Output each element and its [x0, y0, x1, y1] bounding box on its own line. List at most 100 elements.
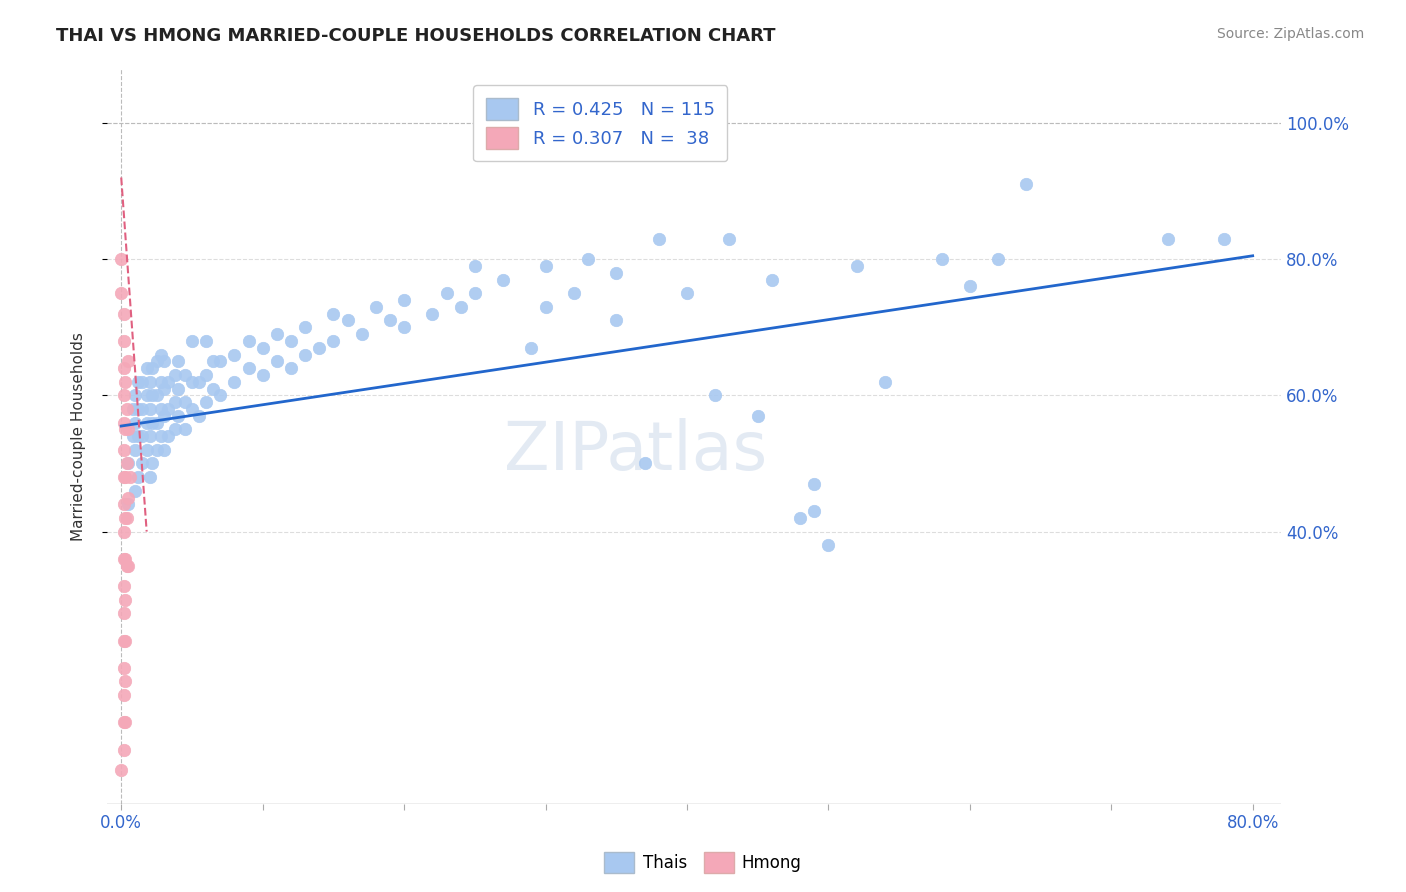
Point — [124, 388, 146, 402]
Point — [112, 579, 135, 593]
Point — [110, 286, 132, 301]
Point — [114, 715, 136, 730]
Point — [364, 300, 387, 314]
Point — [112, 388, 135, 402]
Point — [112, 524, 135, 539]
Point — [803, 504, 825, 518]
Legend: R = 0.425   N = 115, R = 0.307   N =  38: R = 0.425 N = 115, R = 0.307 N = 38 — [472, 85, 727, 161]
Point — [350, 327, 373, 342]
Point — [959, 279, 981, 293]
Point — [114, 470, 136, 484]
Point — [280, 361, 302, 376]
Point — [152, 382, 174, 396]
Point — [112, 661, 135, 675]
Point — [747, 409, 769, 423]
Point — [392, 320, 415, 334]
Point — [114, 633, 136, 648]
Point — [294, 320, 316, 334]
Point — [114, 375, 136, 389]
Point — [676, 286, 699, 301]
Point — [450, 300, 472, 314]
Point — [115, 511, 138, 525]
Point — [280, 334, 302, 348]
Text: ZIPatlas: ZIPatlas — [503, 418, 766, 484]
Point — [117, 422, 139, 436]
Point — [145, 416, 167, 430]
Point — [112, 715, 135, 730]
Point — [156, 429, 179, 443]
Point — [127, 470, 149, 484]
Point — [181, 375, 204, 389]
Point — [761, 272, 783, 286]
Point — [118, 470, 141, 484]
Point — [704, 388, 727, 402]
Point — [605, 266, 627, 280]
Point — [145, 442, 167, 457]
Point — [252, 341, 274, 355]
Point — [138, 402, 160, 417]
Point — [1157, 232, 1180, 246]
Point — [114, 551, 136, 566]
Point — [117, 457, 139, 471]
Point — [789, 511, 811, 525]
Point — [152, 354, 174, 368]
Point — [188, 375, 211, 389]
Point — [121, 429, 143, 443]
Text: Source: ZipAtlas.com: Source: ZipAtlas.com — [1216, 27, 1364, 41]
Point — [149, 429, 172, 443]
Point — [1015, 178, 1038, 192]
Point — [124, 416, 146, 430]
Point — [173, 422, 195, 436]
Point — [152, 442, 174, 457]
Point — [166, 382, 188, 396]
Point — [110, 252, 132, 267]
Point — [322, 334, 344, 348]
Point — [266, 327, 288, 342]
Point — [112, 607, 135, 621]
Point — [224, 347, 246, 361]
Point — [209, 388, 232, 402]
Point — [141, 361, 163, 376]
Point — [135, 361, 157, 376]
Point — [238, 334, 260, 348]
Point — [188, 409, 211, 423]
Point — [647, 232, 669, 246]
Point — [124, 442, 146, 457]
Point — [124, 483, 146, 498]
Point — [266, 354, 288, 368]
Point — [141, 457, 163, 471]
Point — [145, 354, 167, 368]
Point — [163, 395, 186, 409]
Point — [112, 442, 135, 457]
Point — [238, 361, 260, 376]
Point — [1213, 232, 1236, 246]
Point — [931, 252, 953, 267]
Point — [166, 409, 188, 423]
Point — [209, 354, 232, 368]
Point — [166, 354, 188, 368]
Point — [115, 402, 138, 417]
Point — [138, 429, 160, 443]
Point — [803, 477, 825, 491]
Point — [112, 416, 135, 430]
Point — [156, 402, 179, 417]
Point — [112, 742, 135, 756]
Point — [492, 272, 515, 286]
Point — [464, 286, 486, 301]
Point — [576, 252, 599, 267]
Point — [202, 354, 225, 368]
Text: THAI VS HMONG MARRIED-COUPLE HOUSEHOLDS CORRELATION CHART: THAI VS HMONG MARRIED-COUPLE HOUSEHOLDS … — [56, 27, 776, 45]
Point — [562, 286, 585, 301]
Point — [149, 402, 172, 417]
Point — [520, 341, 543, 355]
Point — [135, 388, 157, 402]
Point — [336, 313, 359, 327]
Point — [845, 259, 868, 273]
Point — [138, 375, 160, 389]
Point — [115, 457, 138, 471]
Point — [135, 442, 157, 457]
Point — [117, 491, 139, 505]
Point — [112, 361, 135, 376]
Point — [114, 674, 136, 689]
Point — [112, 551, 135, 566]
